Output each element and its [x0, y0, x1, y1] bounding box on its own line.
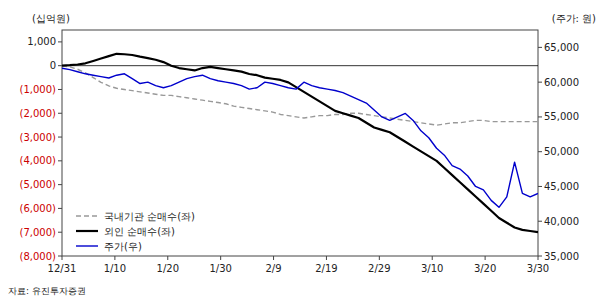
chart: 1,000 0 (1,000) (2,000) (3,000) (4,000) (5,000… — [0, 0, 600, 300]
x-tick — [485, 256, 486, 260]
y-tick-label: (1,000) — [20, 84, 57, 95]
y2-tick — [538, 256, 542, 257]
y2-tick — [538, 221, 542, 222]
zero-line — [62, 65, 538, 66]
x-tick — [220, 256, 221, 260]
legend-label: 외인 순매수(좌) — [104, 226, 175, 237]
y-tick-label: (7,000) — [20, 227, 57, 238]
y2-axis-label: (주가: 원) — [552, 13, 596, 24]
y-tick — [58, 184, 62, 185]
series-line — [62, 54, 538, 232]
x-tick — [167, 256, 168, 260]
y-tick-label: (8,000) — [20, 251, 57, 262]
x-tick — [538, 256, 539, 260]
plot-frame — [62, 30, 538, 256]
y-tick-label: 0 — [50, 60, 56, 71]
legend-swatch — [76, 230, 98, 232]
x-tick-label: 2/9 — [266, 263, 282, 274]
x-tick — [432, 256, 433, 260]
x-tick-label: 3/20 — [474, 263, 496, 274]
y-tick — [58, 208, 62, 209]
legend: 국내기관 순매수(좌) 외인 순매수(좌) 주가(우) — [76, 211, 195, 252]
y-tick-label: 1,000 — [27, 36, 56, 47]
y-tick — [58, 89, 62, 90]
y2-tick-label: 45,000 — [544, 181, 579, 192]
y2-tick — [538, 116, 542, 117]
legend-label: 국내기관 순매수(좌) — [104, 211, 195, 222]
y-tick — [58, 65, 62, 66]
y2-tick-label: 65,000 — [544, 42, 579, 53]
y2-tick-label: 55,000 — [544, 111, 579, 122]
y-tick — [58, 232, 62, 233]
y-tick-label: (4,000) — [20, 155, 57, 166]
x-tick — [379, 256, 380, 260]
x-tick-label: 2/29 — [368, 263, 390, 274]
x-tick-label: 1/30 — [209, 263, 231, 274]
y2-tick — [538, 82, 542, 83]
y-tick-label: (3,000) — [20, 132, 57, 143]
y-tick — [58, 160, 62, 161]
x-tick-label: 1/10 — [104, 263, 126, 274]
y2-tick-label: 60,000 — [544, 77, 579, 88]
y2-tick-label: 40,000 — [544, 216, 579, 227]
y-tick-label: (6,000) — [20, 203, 57, 214]
series-line — [62, 66, 538, 125]
source-text: 자료: 유진투자증권 — [8, 286, 86, 296]
y-tick — [58, 256, 62, 257]
y2-tick-label: 35,000 — [544, 251, 579, 262]
y-tick — [58, 41, 62, 42]
x-tick — [273, 256, 274, 260]
y-axis-label: (십억원) — [32, 13, 70, 24]
y-tick-label: (2,000) — [20, 108, 57, 119]
lines — [62, 54, 538, 232]
x-tick — [62, 256, 63, 260]
y2-tick — [538, 47, 542, 48]
y2-tick-label: 50,000 — [544, 146, 579, 157]
x-tick-label: 3/30 — [527, 263, 549, 274]
y2-tick — [538, 186, 542, 187]
y-tick-label: (5,000) — [20, 179, 57, 190]
y-tick — [58, 137, 62, 138]
legend-swatch — [76, 215, 98, 216]
x-tick-label: 1/20 — [157, 263, 179, 274]
x-tick — [326, 256, 327, 260]
x-tick-label: 12/31 — [48, 263, 77, 274]
x-tick — [114, 256, 115, 260]
series-line — [62, 68, 538, 207]
legend-label: 주가(우) — [104, 241, 142, 252]
y-tick — [58, 113, 62, 114]
x-tick-label: 2/19 — [315, 263, 337, 274]
x-tick-label: 3/10 — [421, 263, 443, 274]
legend-swatch — [76, 245, 98, 246]
y2-tick — [538, 151, 542, 152]
